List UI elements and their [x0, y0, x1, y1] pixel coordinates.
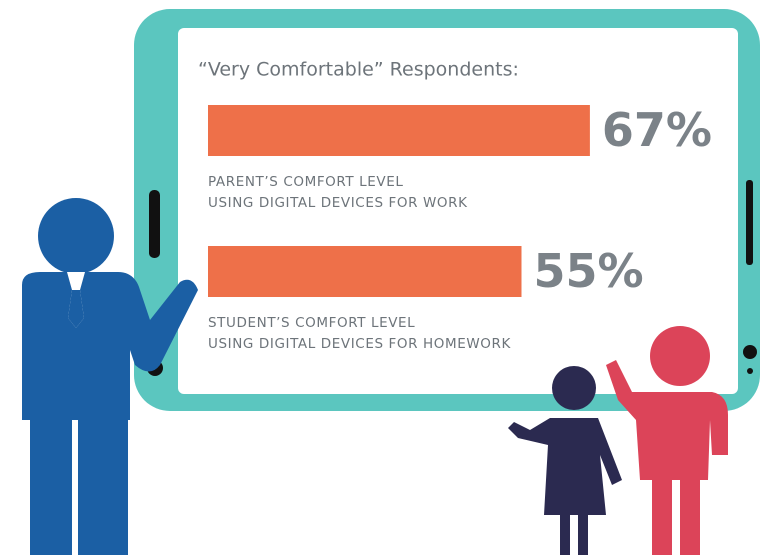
chart-title: “Very Comfortable” Respondents: — [198, 59, 519, 81]
bar — [208, 105, 590, 156]
value-label: 67% — [602, 103, 712, 157]
tablet-button — [747, 368, 753, 374]
value-label: 55% — [534, 244, 644, 298]
tablet-button — [149, 190, 160, 258]
tablet-button — [743, 345, 757, 359]
child-figure — [508, 366, 622, 555]
child-figure — [606, 326, 728, 555]
chart: “Very Comfortable” Respondents: 67% PAREN… — [198, 59, 712, 353]
category-label: USING DIGITAL DEVICES FOR WORK — [208, 195, 468, 211]
category-label: STUDENT’S COMFORT LEVEL — [208, 315, 415, 331]
tablet-button — [746, 180, 753, 265]
category-label: USING DIGITAL DEVICES FOR HOMEWORK — [208, 336, 511, 352]
bar — [208, 246, 522, 297]
category-label: PARENT’S COMFORT LEVEL — [208, 174, 403, 190]
man-figure — [22, 198, 198, 555]
